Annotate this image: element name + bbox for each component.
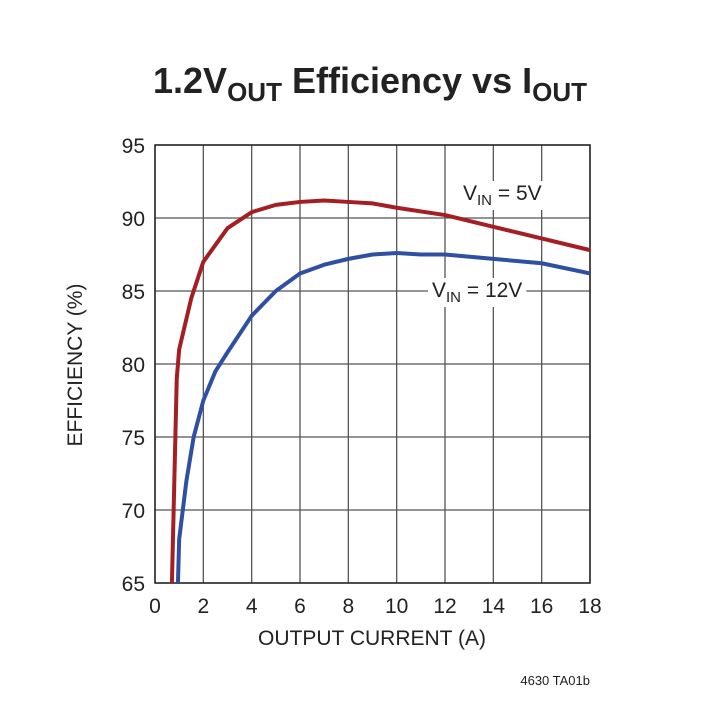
title-part: Efficiency vs I bbox=[282, 60, 532, 101]
label-background bbox=[428, 278, 527, 307]
y-tick-label: 70 bbox=[122, 500, 145, 523]
x-tick-label: 18 bbox=[578, 595, 601, 618]
y-tick-label: 85 bbox=[122, 281, 145, 304]
footnote: 4630 TA01b bbox=[520, 673, 590, 688]
x-tick-label: 10 bbox=[385, 595, 408, 618]
series-label: VIN = 12V bbox=[432, 279, 522, 306]
x-axis-label: OUTPUT CURRENT (A) bbox=[258, 627, 486, 650]
y-tick-label: 90 bbox=[122, 208, 145, 231]
title-subscript: OUT bbox=[532, 77, 587, 107]
label-part: V bbox=[432, 279, 446, 302]
label-background bbox=[459, 181, 546, 210]
plot-frame bbox=[154, 144, 591, 584]
y-axis-label: EFFICIENCY (%) bbox=[64, 284, 87, 447]
title-subscript: OUT bbox=[227, 77, 282, 107]
y-tick-label: 65 bbox=[122, 573, 145, 596]
label-part: = 12V bbox=[461, 279, 522, 302]
x-tick-label: 14 bbox=[482, 595, 506, 618]
x-tick-label: 16 bbox=[530, 595, 553, 618]
y-tick-label: 80 bbox=[122, 354, 145, 377]
label-subscript: IN bbox=[446, 289, 461, 306]
y-tick-label: 95 bbox=[122, 135, 145, 158]
x-tick-label: 0 bbox=[149, 595, 161, 618]
y-tick-label: 75 bbox=[122, 427, 145, 450]
label-subscript: IN bbox=[477, 192, 492, 209]
title-part: 1.2V bbox=[153, 60, 227, 101]
x-tick-label: 6 bbox=[294, 595, 306, 618]
x-tick-label: 12 bbox=[433, 595, 456, 618]
x-tick-label: 2 bbox=[197, 595, 209, 618]
label-part: = 5V bbox=[492, 182, 542, 205]
series-label: VIN = 5V bbox=[463, 182, 542, 209]
label-part: V bbox=[463, 182, 477, 205]
series-line bbox=[169, 198, 590, 583]
series-line bbox=[175, 251, 590, 583]
x-tick-label: 8 bbox=[342, 595, 354, 618]
x-tick-label: 4 bbox=[246, 595, 258, 618]
chart-title: 1.2VOUT Efficiency vs IOUT bbox=[153, 60, 587, 107]
